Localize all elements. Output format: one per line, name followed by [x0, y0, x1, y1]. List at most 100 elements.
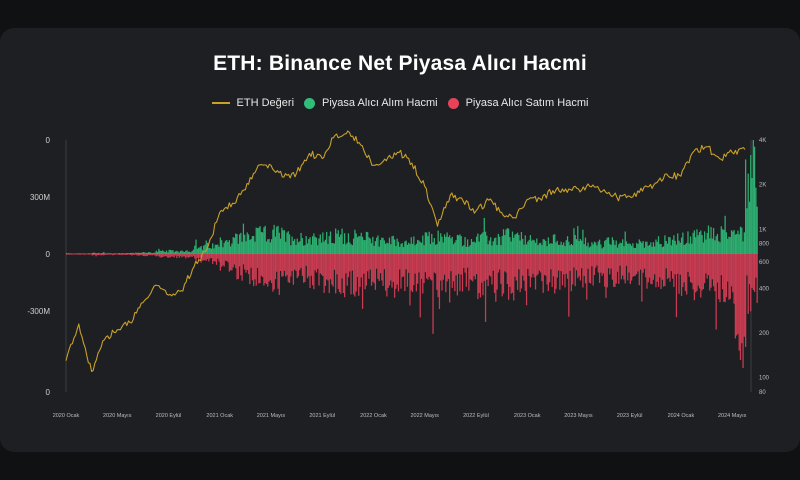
right-tick-label: 80 — [759, 390, 766, 396]
buy-bar — [482, 232, 484, 254]
sell-bar — [616, 254, 619, 272]
buy-bar — [466, 239, 469, 254]
sell-bar — [546, 254, 548, 285]
buy-bar — [87, 253, 90, 254]
sell-bar — [370, 254, 373, 286]
sell-bar — [688, 254, 690, 277]
buy-bar — [411, 243, 414, 254]
buy-bar — [167, 252, 169, 254]
sell-bar — [409, 254, 411, 306]
sell-bar — [472, 254, 474, 282]
buy-bar — [235, 233, 237, 254]
sell-bar — [264, 254, 266, 284]
sell-bar — [724, 254, 726, 303]
sell-bar — [153, 254, 155, 255]
buy-bar — [557, 244, 560, 254]
buy-bar — [605, 239, 607, 254]
sell-bar — [182, 254, 184, 257]
sell-bar — [390, 254, 392, 281]
sell-bar — [150, 254, 152, 256]
buy-bar — [747, 173, 749, 254]
sell-bar — [294, 254, 296, 270]
sell-bar — [622, 254, 624, 276]
sell-bar — [323, 254, 325, 293]
sell-bar — [452, 254, 455, 282]
buy-bar — [511, 231, 514, 254]
buy-bar — [114, 253, 116, 254]
sell-bar — [666, 254, 669, 280]
sell-bar — [382, 254, 384, 286]
sell-bar — [217, 254, 219, 259]
x-tick-label: 2020 Mayıs — [103, 413, 132, 419]
buy-bar — [246, 232, 248, 254]
sell-bar — [140, 254, 142, 256]
sell-bar — [570, 254, 573, 292]
buy-bar — [374, 241, 377, 254]
sell-bar — [748, 254, 751, 285]
buy-bar — [310, 244, 312, 254]
sell-bar — [591, 254, 593, 267]
right-tick-label: 1K — [759, 227, 766, 233]
buy-bar — [610, 244, 612, 254]
sell-bar — [229, 254, 232, 271]
sell-bar — [716, 254, 719, 283]
sell-bar — [373, 254, 375, 284]
sell-bar — [507, 254, 510, 300]
sell-bar — [360, 254, 362, 278]
sell-bar — [677, 254, 679, 274]
sell-bar — [420, 254, 423, 279]
buy-bar — [661, 247, 663, 254]
sell-bar — [646, 254, 648, 289]
sell-bar — [219, 254, 221, 271]
sell-bar — [133, 254, 136, 255]
sell-bar — [742, 254, 744, 368]
buy-bar — [144, 252, 146, 254]
sell-bar — [433, 254, 435, 273]
buy-bar — [711, 238, 713, 254]
sell-bar — [235, 254, 237, 269]
sell-bar — [451, 254, 453, 288]
sell-volume-bars — [66, 254, 758, 368]
buy-bar — [719, 242, 721, 254]
buy-bar — [577, 226, 579, 254]
buy-bar — [693, 230, 696, 254]
buy-bar — [139, 252, 141, 254]
buy-bar — [440, 233, 442, 254]
buy-bar — [622, 239, 624, 254]
buy-bar — [686, 242, 688, 254]
buy-bar — [136, 252, 138, 254]
sell-bar — [208, 254, 210, 262]
sell-bar — [355, 254, 357, 292]
buy-bar — [401, 243, 403, 254]
buy-bar — [160, 251, 163, 254]
buy-bar — [369, 238, 371, 254]
buy-bar — [392, 235, 394, 254]
sell-bar — [441, 254, 443, 291]
sell-bar — [528, 254, 530, 276]
sell-bar — [660, 254, 662, 290]
sell-bar — [310, 254, 312, 276]
right-tick-label: 600 — [759, 260, 770, 266]
sell-bar — [195, 254, 197, 263]
sell-bar — [354, 254, 356, 297]
sell-bar — [381, 254, 383, 281]
buy-bar — [205, 240, 207, 254]
sell-bar — [142, 254, 145, 257]
sell-bar — [556, 254, 558, 278]
buy-bar — [82, 253, 84, 254]
x-tick-label: 2024 Ocak — [668, 413, 695, 419]
buy-bar — [259, 226, 261, 254]
buy-bar — [342, 244, 344, 254]
buy-bar — [176, 250, 178, 254]
buy-bar — [597, 241, 599, 254]
sell-bar — [478, 254, 480, 294]
buy-bar — [229, 246, 232, 254]
legend-swatch-taker-sell — [447, 97, 459, 109]
buy-bar — [314, 236, 316, 254]
sell-bar — [392, 254, 394, 282]
sell-bar — [647, 254, 649, 283]
sell-bar — [661, 254, 663, 280]
buy-bar — [458, 235, 460, 254]
sell-bar — [446, 254, 448, 282]
buy-bar — [233, 237, 236, 254]
